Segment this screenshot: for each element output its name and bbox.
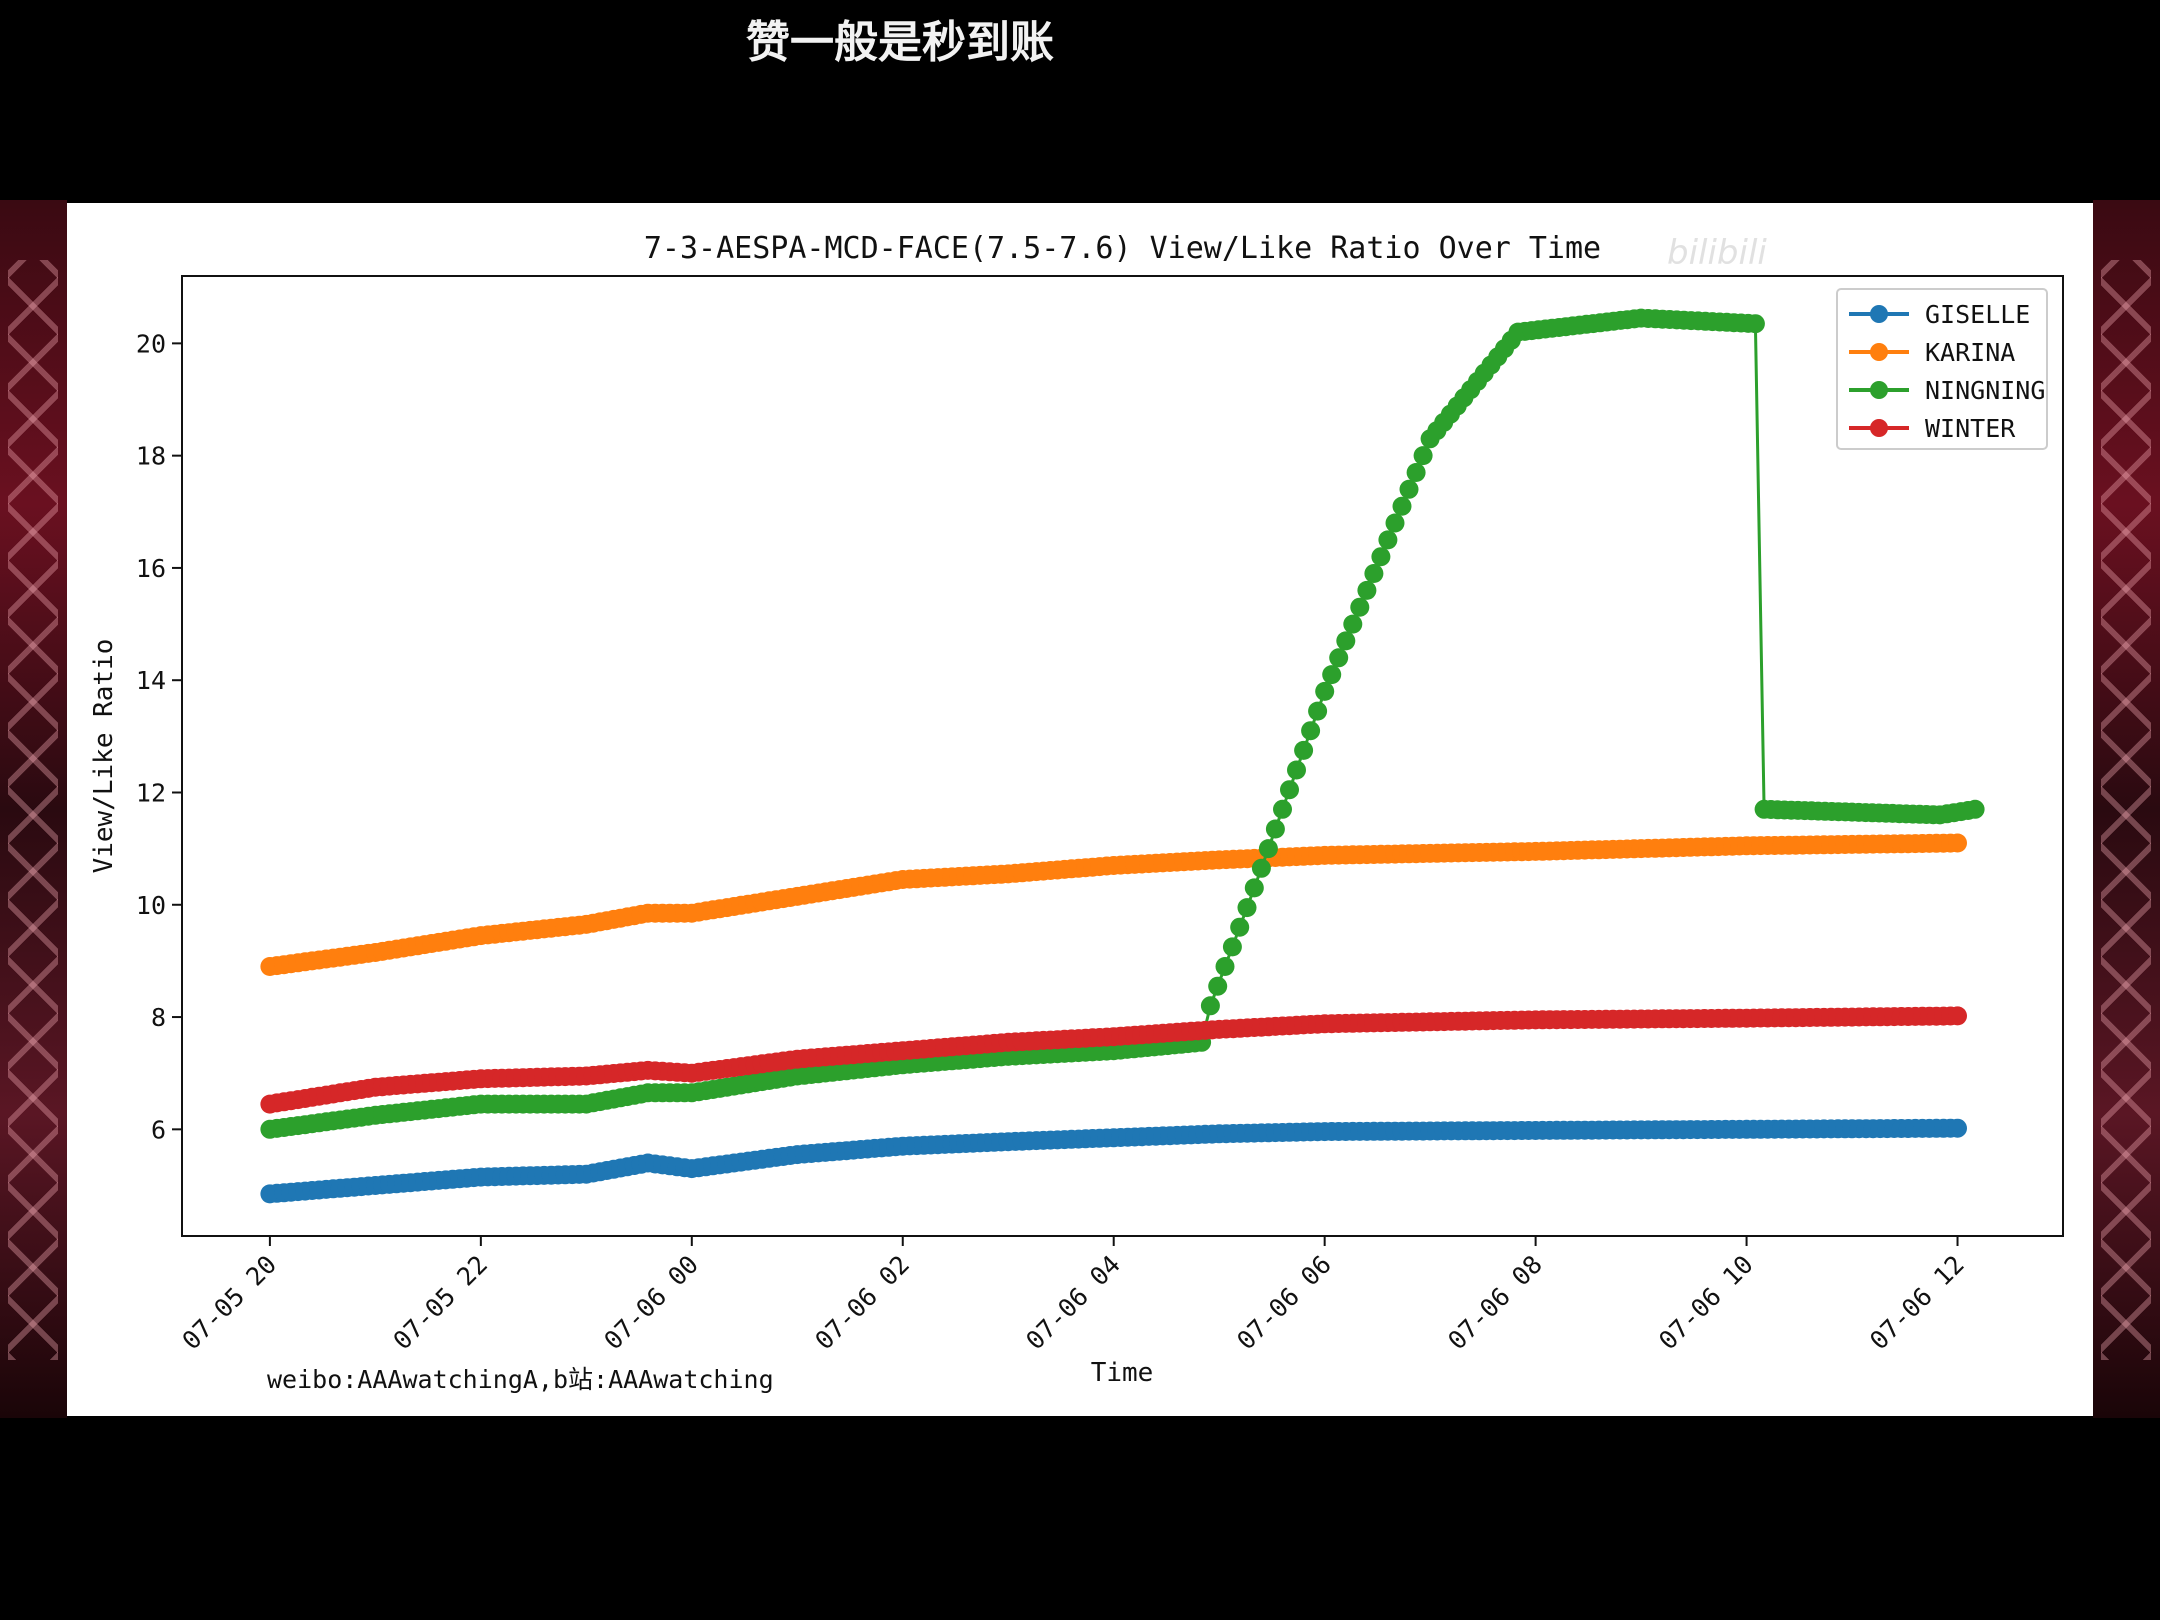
x-tick-label: 07-05 20 xyxy=(176,1250,282,1356)
data-point xyxy=(1399,479,1419,499)
data-point xyxy=(1294,740,1314,760)
data-point xyxy=(1237,898,1257,918)
data-point xyxy=(1965,799,1985,819)
data-point xyxy=(1265,819,1285,839)
y-tick-label: 10 xyxy=(136,891,166,920)
legend-marker xyxy=(1870,305,1888,323)
data-point xyxy=(1378,530,1398,550)
data-point xyxy=(1371,547,1391,567)
data-point xyxy=(1200,996,1220,1016)
x-tick-label: 07-06 12 xyxy=(1864,1250,1970,1356)
legend-marker xyxy=(1870,419,1888,437)
data-point xyxy=(1948,1118,1967,1138)
data-point xyxy=(1315,681,1335,701)
data-point xyxy=(1413,446,1433,466)
data-point xyxy=(1948,833,1967,853)
y-tick-label: 6 xyxy=(151,1115,166,1144)
credit-text: weibo:AAAwatchingA,b站:AAAwatching xyxy=(267,1365,774,1394)
x-tick-label: 07-06 06 xyxy=(1231,1250,1337,1356)
y-tick-label: 14 xyxy=(136,666,166,695)
series-karina xyxy=(260,833,1967,976)
x-tick-label: 07-06 02 xyxy=(809,1250,915,1356)
stage-background-right xyxy=(2093,200,2160,1418)
legend-marker xyxy=(1870,381,1888,399)
data-point xyxy=(1329,648,1349,668)
data-point xyxy=(1244,878,1264,898)
legend-label: GISELLE xyxy=(1925,300,2030,329)
data-point xyxy=(1745,314,1765,334)
chart-legend: GISELLE KARINA NINGNING WINTER xyxy=(1836,288,2048,450)
data-point xyxy=(1308,701,1328,721)
data-point xyxy=(1280,780,1299,800)
legend-box xyxy=(1836,288,2048,450)
data-point xyxy=(1222,937,1242,957)
data-point xyxy=(1336,631,1356,651)
series-winter xyxy=(260,1006,1967,1114)
plot-frame xyxy=(181,275,2064,1237)
data-point xyxy=(1230,917,1250,937)
data-point xyxy=(1948,1006,1967,1026)
x-tick-label: 07-06 08 xyxy=(1442,1250,1548,1356)
chart-title: 7-3-AESPA-MCD-FACE(7.5-7.6) View/Like Ra… xyxy=(644,231,1601,266)
y-tick-label: 16 xyxy=(136,554,166,583)
data-point xyxy=(1350,597,1370,617)
bilibili-watermark: bilibili xyxy=(1667,233,1767,273)
data-point xyxy=(1273,799,1292,819)
data-point xyxy=(1385,513,1405,533)
chart-figure: 7-3-AESPA-MCD-FACE(7.5-7.6) View/Like Ra… xyxy=(67,203,2093,1416)
data-point xyxy=(1215,957,1235,976)
x-tick-label: 07-06 00 xyxy=(598,1250,704,1356)
series-giselle xyxy=(260,1118,1967,1204)
stage-background-left xyxy=(0,200,67,1418)
data-point xyxy=(1364,564,1384,583)
line-chart: 7-3-AESPA-MCD-FACE(7.5-7.6) View/Like Ra… xyxy=(89,231,2064,1394)
x-axis-label: Time xyxy=(1091,1358,1154,1388)
data-point xyxy=(1406,463,1426,482)
video-caption: 赞一般是秒到账 xyxy=(746,17,1054,68)
data-point xyxy=(1392,496,1412,516)
y-tick-label: 20 xyxy=(136,329,166,358)
data-point xyxy=(1251,858,1271,878)
y-tick-label: 8 xyxy=(151,1003,166,1032)
legend-label: NINGNING xyxy=(1925,376,2045,405)
y-axis-label: View/Like Ratio xyxy=(89,639,119,874)
y-tick-label: 18 xyxy=(136,442,166,471)
series-ningning xyxy=(260,308,1985,1139)
data-point xyxy=(1287,760,1306,780)
legend-label: KARINA xyxy=(1925,338,2015,367)
series-line-ningning xyxy=(269,316,1976,1131)
x-tick-label: 07-06 04 xyxy=(1020,1250,1126,1356)
data-point xyxy=(1208,976,1228,996)
data-point xyxy=(1343,614,1363,634)
data-point xyxy=(1301,721,1321,741)
x-tick-label: 07-05 22 xyxy=(387,1250,493,1356)
x-tick-label: 07-06 10 xyxy=(1653,1250,1759,1356)
legend-marker xyxy=(1870,343,1888,361)
data-point xyxy=(1258,839,1278,859)
data-point xyxy=(1357,580,1377,600)
y-tick-label: 12 xyxy=(136,778,166,807)
legend-label: WINTER xyxy=(1925,414,2016,443)
data-point xyxy=(1322,665,1342,685)
